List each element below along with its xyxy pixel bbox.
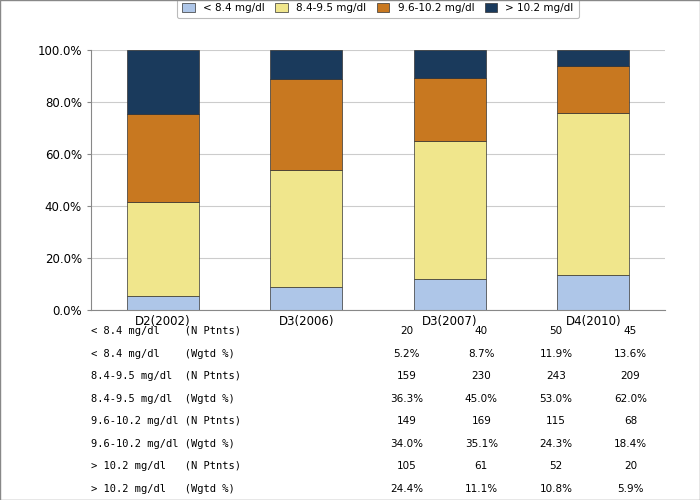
Bar xyxy=(127,50,199,114)
Text: 45: 45 xyxy=(624,326,637,336)
Bar xyxy=(270,288,342,310)
Text: 45.0%: 45.0% xyxy=(465,394,498,404)
Text: 243: 243 xyxy=(546,371,566,381)
Bar xyxy=(414,279,486,310)
Legend: < 8.4 mg/dl, 8.4-9.5 mg/dl, 9.6-10.2 mg/dl, > 10.2 mg/dl: < 8.4 mg/dl, 8.4-9.5 mg/dl, 9.6-10.2 mg/… xyxy=(177,0,579,18)
Text: 61: 61 xyxy=(475,461,488,471)
Text: 8.7%: 8.7% xyxy=(468,349,495,359)
Text: 9.6-10.2 mg/dl (N Ptnts): 9.6-10.2 mg/dl (N Ptnts) xyxy=(91,416,241,426)
Bar xyxy=(127,296,199,310)
Text: 40: 40 xyxy=(475,326,488,336)
Text: 34.0%: 34.0% xyxy=(390,439,424,449)
Bar xyxy=(557,50,629,66)
Bar xyxy=(557,274,629,310)
Text: > 10.2 mg/dl   (Wgtd %): > 10.2 mg/dl (Wgtd %) xyxy=(91,484,234,494)
Text: 24.4%: 24.4% xyxy=(390,484,424,494)
Bar xyxy=(270,79,342,170)
Text: 11.1%: 11.1% xyxy=(465,484,498,494)
Text: 13.6%: 13.6% xyxy=(614,349,647,359)
Text: 18.4%: 18.4% xyxy=(614,439,647,449)
Bar xyxy=(414,50,486,78)
Text: 35.1%: 35.1% xyxy=(465,439,498,449)
Text: 20: 20 xyxy=(400,326,413,336)
Text: 159: 159 xyxy=(397,371,416,381)
Text: 209: 209 xyxy=(621,371,640,381)
Text: 53.0%: 53.0% xyxy=(540,394,573,404)
Bar xyxy=(270,50,342,79)
Text: 230: 230 xyxy=(471,371,491,381)
Text: < 8.4 mg/dl    (Wgtd %): < 8.4 mg/dl (Wgtd %) xyxy=(91,349,234,359)
Bar xyxy=(127,202,199,296)
Text: < 8.4 mg/dl    (N Ptnts): < 8.4 mg/dl (N Ptnts) xyxy=(91,326,241,336)
Text: 115: 115 xyxy=(546,416,566,426)
Text: 5.9%: 5.9% xyxy=(617,484,644,494)
Text: 149: 149 xyxy=(397,416,416,426)
Text: 169: 169 xyxy=(471,416,491,426)
Text: 5.2%: 5.2% xyxy=(393,349,420,359)
Bar xyxy=(270,170,342,288)
Text: > 10.2 mg/dl   (N Ptnts): > 10.2 mg/dl (N Ptnts) xyxy=(91,461,241,471)
Bar xyxy=(557,66,629,114)
Text: 24.3%: 24.3% xyxy=(540,439,573,449)
Bar xyxy=(414,142,486,279)
Text: 68: 68 xyxy=(624,416,637,426)
Text: 105: 105 xyxy=(397,461,416,471)
Text: 10.8%: 10.8% xyxy=(540,484,573,494)
Text: 36.3%: 36.3% xyxy=(390,394,424,404)
Text: 9.6-10.2 mg/dl (Wgtd %): 9.6-10.2 mg/dl (Wgtd %) xyxy=(91,439,234,449)
Bar xyxy=(127,114,199,202)
Text: 8.4-9.5 mg/dl  (N Ptnts): 8.4-9.5 mg/dl (N Ptnts) xyxy=(91,371,241,381)
Bar xyxy=(414,78,486,142)
Text: 20: 20 xyxy=(624,461,637,471)
Text: 62.0%: 62.0% xyxy=(614,394,647,404)
Text: 8.4-9.5 mg/dl  (Wgtd %): 8.4-9.5 mg/dl (Wgtd %) xyxy=(91,394,234,404)
Bar xyxy=(557,114,629,274)
Text: 50: 50 xyxy=(550,326,563,336)
Text: 11.9%: 11.9% xyxy=(540,349,573,359)
Text: 52: 52 xyxy=(550,461,563,471)
